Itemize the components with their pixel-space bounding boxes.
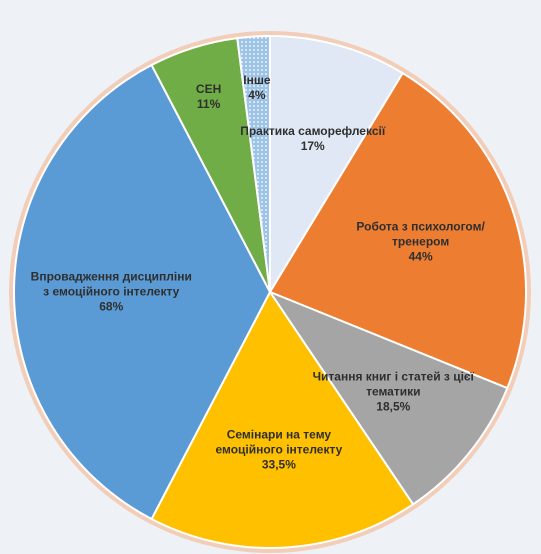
category-label: Робота з психологом/тренером (356, 219, 485, 249)
pie-slice (13, 63, 272, 521)
slice-label: СЕН 11% (174, 82, 244, 112)
slice-label: Інше 4% (222, 73, 292, 103)
category-label: Інше (243, 72, 271, 87)
slice-label: Практика саморефлексії 17% (228, 124, 398, 154)
slice-label: Впровадження дисципліни з емоційного інт… (26, 270, 196, 315)
pie-slice (150, 290, 415, 549)
slice-label: Семінари на тему емоційного інтелекту 33,… (194, 428, 364, 473)
value-label: 44% (408, 249, 433, 264)
value-label: 68% (99, 299, 124, 314)
value-label: 18,5% (376, 399, 411, 414)
value-label: 17% (300, 139, 325, 154)
value-label: 11% (196, 96, 221, 111)
pie-slice (268, 71, 527, 390)
pie-slice (236, 34, 271, 293)
category-label: Впровадження дисципліни з емоційного інт… (30, 269, 192, 299)
slice-label: Робота з психологом/тренером 44% (336, 219, 506, 264)
category-label: СЕН (195, 81, 222, 96)
slice-label: Читання книг і статей з цієї тематики 18,… (308, 369, 478, 414)
category-label: Семінари на тему емоційного інтелекту (215, 427, 343, 457)
value-label: 33,5% (261, 457, 296, 472)
pie-slice (269, 34, 405, 296)
pie-slice (267, 289, 509, 506)
category-label: Практика саморефлексії (240, 124, 386, 139)
category-label: Читання книг і статей з цієї тематики (312, 369, 474, 399)
value-label: 4% (248, 87, 266, 102)
